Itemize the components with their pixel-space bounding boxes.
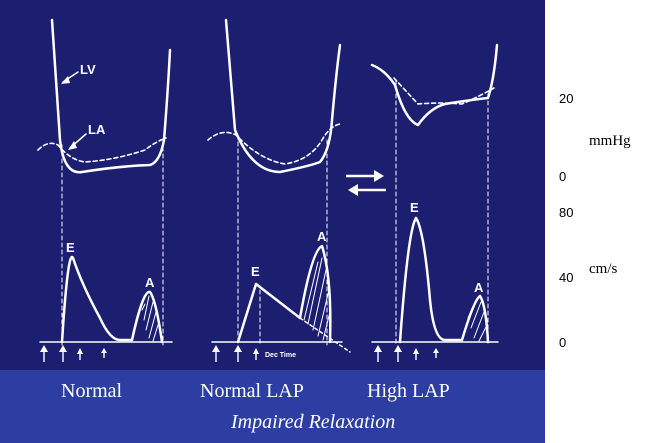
lv-pressure-trace <box>370 43 499 127</box>
double-arrow-icon <box>346 170 386 196</box>
timing-arrow-icon <box>40 345 48 362</box>
a-wave-label: A <box>474 280 484 295</box>
caption-impaired-relaxation: Impaired Relaxation <box>230 411 395 433</box>
a-wave-hatch <box>467 299 488 342</box>
dec-time-label: Dec Time <box>265 352 296 359</box>
timing-arrow-icon <box>433 348 439 358</box>
caption-high-lap: High LAP <box>367 380 450 402</box>
velocity-tick-label: 40 <box>559 270 573 285</box>
caption-band <box>0 370 545 443</box>
la-pressure-trace <box>393 77 495 105</box>
a-wave-label: A <box>317 229 327 244</box>
la-label: LA <box>88 122 106 137</box>
timing-arrow-icon <box>394 345 402 362</box>
e-wave-label: E <box>66 240 75 255</box>
timing-arrow-icon <box>253 348 259 360</box>
panel-normal <box>37 18 173 346</box>
e-wave-label: E <box>410 200 419 215</box>
pressure-tick-label: 20 <box>559 91 573 106</box>
timing-arrow-icon <box>234 345 242 362</box>
velocity-scale <box>547 211 557 343</box>
deceleration-extension <box>299 317 351 353</box>
timing-arrow-icon <box>374 345 382 362</box>
caption-normal: Normal <box>61 380 123 402</box>
pressure-tick-label: 0 <box>559 169 566 184</box>
caption-normal-lap: Normal LAP <box>200 380 304 402</box>
velocity-tick-label: 80 <box>559 205 573 220</box>
timing-arrows <box>40 345 439 362</box>
pressure-scale <box>547 97 557 177</box>
lv-pressure-trace <box>50 18 172 174</box>
panel-high-lap <box>370 43 499 346</box>
la-pressure-trace <box>37 137 167 163</box>
timing-arrow-icon <box>212 345 220 362</box>
velocity-tick-label: 0 <box>559 335 566 350</box>
la-pointer-arrowhead <box>68 141 77 150</box>
panel-normal-lap <box>207 18 351 353</box>
timing-arrow-icon <box>413 348 419 360</box>
pressure-unit-label: mmHg <box>589 133 631 149</box>
timing-arrow-icon <box>77 348 83 360</box>
lv-pointer-arrowhead <box>61 76 70 84</box>
figure-background <box>0 0 545 443</box>
lv-pressure-trace <box>224 18 342 174</box>
timing-arrow-icon <box>59 345 67 362</box>
a-wave-hatch <box>303 257 331 341</box>
doppler-flow-trace <box>398 216 490 344</box>
la-pressure-trace <box>207 123 341 165</box>
a-wave-hatch <box>141 295 159 342</box>
doppler-flow-trace <box>236 244 332 344</box>
doppler-flow-trace <box>60 255 164 344</box>
e-wave-label: E <box>251 264 260 279</box>
lv-label: LV <box>80 62 96 77</box>
timing-arrow-icon <box>101 348 107 358</box>
a-wave-label: A <box>145 275 155 290</box>
velocity-unit-label: cm/s <box>589 261 617 277</box>
